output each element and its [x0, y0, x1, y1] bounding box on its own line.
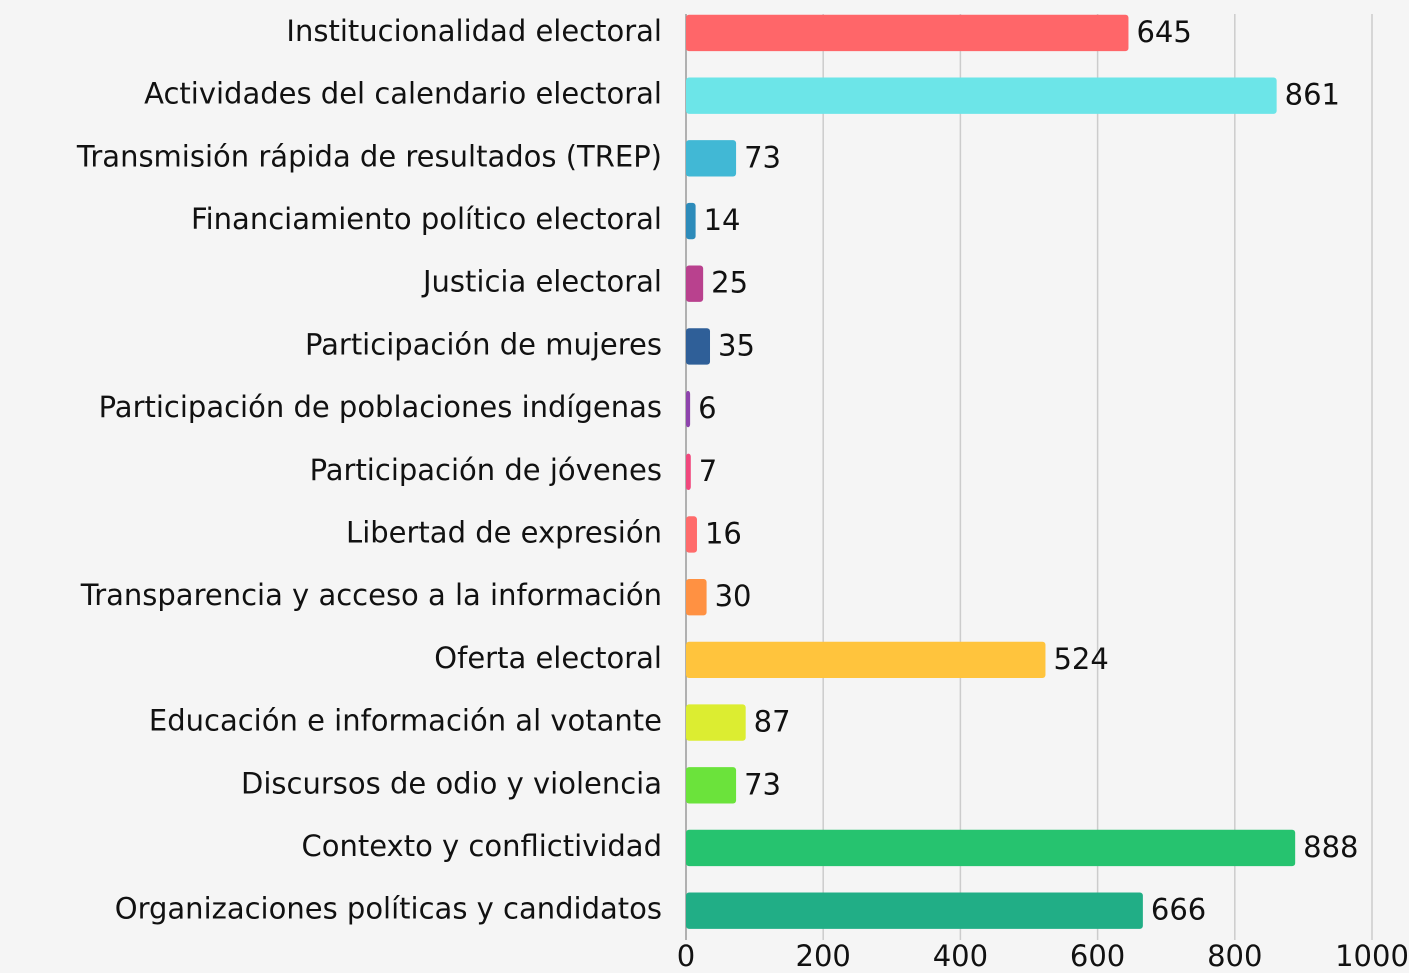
bar	[686, 77, 1277, 114]
bar	[686, 265, 704, 302]
value-label: 30	[715, 579, 752, 613]
value-label: 524	[1053, 642, 1108, 676]
value-label: 6	[698, 391, 716, 425]
bar	[686, 704, 746, 741]
value-label: 666	[1151, 893, 1206, 927]
x-tick-label: 800	[1207, 939, 1262, 973]
value-label: 25	[711, 266, 748, 300]
bar	[686, 892, 1143, 929]
bar	[686, 14, 1129, 52]
value-label: 861	[1285, 78, 1340, 112]
bar	[686, 641, 1046, 679]
y-tick-label: Participación de poblaciones indígenas	[99, 390, 662, 424]
y-tick-label: Educación e información al votante	[149, 704, 662, 738]
value-label: 645	[1136, 15, 1191, 49]
bar	[686, 453, 691, 490]
y-tick-label: Libertad de expresión	[346, 515, 662, 549]
x-tick-label: 400	[933, 939, 988, 973]
y-tick-label: Participación de jóvenes	[310, 453, 662, 487]
bar	[686, 140, 737, 177]
x-tick-label: 0	[677, 939, 695, 973]
bar	[686, 579, 707, 616]
value-label: 7	[699, 454, 717, 488]
value-label: 73	[744, 140, 781, 174]
bar	[686, 829, 1296, 867]
y-tick-label: Actividades del calendario electoral	[144, 77, 662, 111]
y-tick-label: Justicia electoral	[421, 265, 662, 299]
value-label: 14	[704, 203, 741, 237]
y-tick-label: Transparencia y acceso a la información	[80, 578, 662, 612]
bar	[686, 516, 697, 553]
value-label: 73	[744, 767, 781, 801]
y-tick-label: Contexto y conflictividad	[301, 829, 662, 863]
y-tick-label: Organizaciones políticas y candidatos	[115, 892, 662, 926]
y-tick-label: Discursos de odio y violencia	[241, 766, 662, 800]
x-tick-label: 200	[796, 939, 851, 973]
value-label: 888	[1303, 830, 1358, 864]
bar	[686, 202, 696, 240]
value-label: 35	[718, 328, 755, 362]
y-tick-label: Oferta electoral	[434, 641, 662, 675]
value-label: 87	[754, 705, 791, 739]
bar	[686, 390, 691, 428]
bar	[686, 328, 711, 365]
y-tick-label: Institucionalidad electoral	[286, 14, 662, 48]
y-tick-label: Financiamiento político electoral	[191, 202, 662, 236]
y-tick-label: Transmisión rápida de resultados (TREP)	[76, 139, 662, 173]
x-tick-label: 600	[1070, 939, 1125, 973]
x-tick-label: 1000	[1335, 939, 1409, 973]
bar	[686, 767, 737, 804]
y-tick-label: Participación de mujeres	[305, 327, 662, 361]
value-label: 16	[705, 516, 742, 550]
